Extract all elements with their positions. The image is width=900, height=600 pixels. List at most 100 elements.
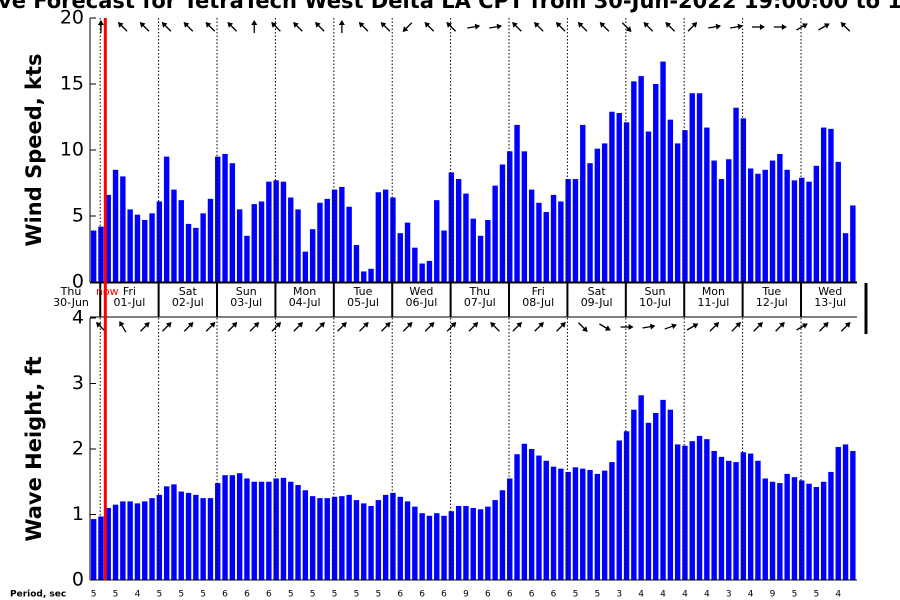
direction-arrow bbox=[183, 322, 194, 332]
bar bbox=[718, 456, 725, 580]
bar bbox=[426, 260, 433, 282]
direction-arrow bbox=[271, 322, 282, 332]
day-date: 13-Jul bbox=[814, 296, 846, 309]
bar bbox=[375, 192, 382, 282]
bar bbox=[105, 507, 111, 580]
direction-arrow bbox=[490, 322, 500, 332]
direction-arrow bbox=[840, 322, 851, 332]
bar bbox=[747, 453, 754, 580]
period-value: 5 bbox=[354, 590, 360, 600]
bar bbox=[850, 205, 856, 282]
day-weekday: Sun bbox=[645, 285, 666, 298]
day-weekday: Wed bbox=[409, 285, 433, 298]
bar bbox=[558, 201, 564, 282]
bar bbox=[251, 204, 257, 282]
bar bbox=[185, 492, 192, 580]
direction-arrow bbox=[183, 22, 194, 32]
bar bbox=[594, 148, 601, 282]
bar bbox=[317, 498, 323, 580]
day-date: 06-Jul bbox=[405, 296, 437, 309]
bar bbox=[623, 122, 630, 282]
y-axis-label: Wind Speed, kts bbox=[22, 53, 46, 246]
bar bbox=[244, 478, 250, 580]
bar bbox=[448, 172, 455, 282]
arrow-head bbox=[97, 20, 104, 25]
arrow-head bbox=[209, 322, 216, 328]
bar bbox=[280, 477, 287, 580]
bar bbox=[733, 107, 739, 282]
bar bbox=[828, 128, 834, 282]
direction-arrow bbox=[620, 324, 634, 330]
arrow-head bbox=[560, 322, 566, 328]
period-value: 5 bbox=[332, 590, 338, 600]
day-weekday: Tue bbox=[761, 285, 781, 298]
bar bbox=[850, 450, 856, 580]
bar bbox=[105, 194, 111, 282]
bar bbox=[609, 462, 615, 580]
arrow-head bbox=[119, 320, 125, 327]
arrow-head bbox=[358, 22, 365, 28]
y-tick-label: 2 bbox=[72, 438, 84, 460]
arrow-head bbox=[844, 322, 851, 328]
bar bbox=[441, 515, 447, 580]
arrow-head bbox=[691, 22, 698, 28]
bar bbox=[726, 159, 732, 282]
period-value: 5 bbox=[310, 590, 316, 600]
bar bbox=[156, 201, 163, 282]
arrow-head bbox=[692, 323, 699, 329]
bar bbox=[236, 209, 243, 282]
direction-arrow bbox=[380, 22, 391, 32]
direction-arrow bbox=[424, 322, 435, 332]
arrow-head bbox=[315, 22, 321, 28]
bar bbox=[258, 201, 265, 282]
bar bbox=[828, 471, 834, 580]
bar bbox=[638, 76, 644, 282]
period-value: 5 bbox=[288, 590, 294, 600]
bar bbox=[806, 483, 812, 580]
direction-arrow bbox=[359, 322, 369, 332]
bar bbox=[565, 471, 571, 580]
bar bbox=[711, 160, 717, 282]
bar bbox=[740, 452, 747, 580]
bar bbox=[346, 206, 352, 282]
bar bbox=[266, 181, 272, 282]
bar bbox=[455, 505, 462, 580]
bar bbox=[616, 440, 622, 580]
arrow-head bbox=[490, 322, 496, 328]
bar bbox=[682, 130, 688, 282]
bar bbox=[711, 450, 717, 580]
bar bbox=[390, 197, 396, 282]
bar bbox=[412, 506, 418, 580]
arrow-head bbox=[406, 322, 413, 328]
period-value: 9 bbox=[463, 590, 469, 600]
direction-arrow bbox=[227, 22, 238, 32]
arrow-head bbox=[474, 23, 481, 30]
arrow-head bbox=[643, 22, 650, 28]
arrow-head bbox=[604, 325, 611, 331]
bar bbox=[441, 230, 447, 282]
day-weekday: Thu bbox=[60, 285, 82, 298]
bar bbox=[339, 496, 345, 580]
bar bbox=[572, 467, 579, 580]
bar bbox=[791, 477, 798, 580]
arrow-head bbox=[117, 22, 124, 28]
bar bbox=[543, 460, 549, 580]
bar bbox=[193, 227, 199, 282]
bar bbox=[178, 200, 184, 282]
day-date: 01-Jul bbox=[113, 296, 145, 309]
bar bbox=[806, 181, 812, 282]
bar bbox=[799, 480, 805, 580]
bar bbox=[134, 503, 141, 580]
bar bbox=[382, 189, 389, 282]
period-value: 5 bbox=[178, 590, 184, 600]
bar bbox=[258, 481, 265, 580]
bar bbox=[266, 481, 272, 580]
direction-arrow bbox=[380, 322, 391, 332]
bar bbox=[193, 494, 199, 580]
bar bbox=[492, 500, 498, 580]
bar bbox=[653, 412, 659, 580]
y-tick-label: 5 bbox=[72, 205, 84, 227]
period-value: 3 bbox=[616, 590, 622, 600]
period-value: 9 bbox=[770, 590, 776, 600]
